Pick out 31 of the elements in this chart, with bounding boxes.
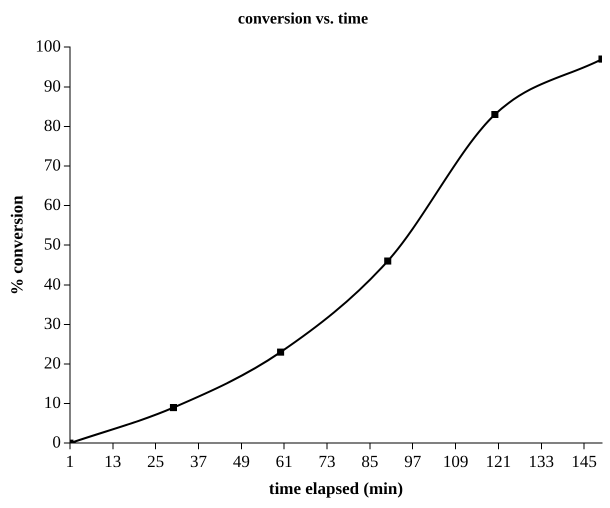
y-tick-label: 70 xyxy=(44,155,61,174)
y-tick-label: 10 xyxy=(44,393,61,412)
point xyxy=(384,258,392,265)
x-tick-label: 37 xyxy=(190,452,208,471)
y-tick-label: 90 xyxy=(44,76,61,96)
y-tick-label: 30 xyxy=(44,314,61,333)
x-axis-title: time elapsed (min) xyxy=(268,479,403,498)
point xyxy=(170,404,177,412)
x-tick-label: 1 xyxy=(66,452,74,471)
y-tick-label: 50 xyxy=(44,234,61,254)
x-tick-label: 97 xyxy=(404,452,422,471)
y-tick-label: 100 xyxy=(35,36,61,56)
x-tick-label: 133 xyxy=(528,452,554,471)
y-axis-title: % conversion xyxy=(8,194,27,296)
x-tick-label: 145 xyxy=(571,452,597,471)
y-tick-label: 60 xyxy=(44,195,61,214)
y-tick-label: 40 xyxy=(44,274,61,294)
x-tick-label: 13 xyxy=(104,452,122,471)
y-tick-label: 0 xyxy=(52,432,61,452)
x-tick-label: 121 xyxy=(486,452,512,471)
x-tick-label: 61 xyxy=(276,452,293,471)
y-tick-label: 20 xyxy=(44,353,61,372)
chart-title: conversion vs. time xyxy=(238,10,368,28)
x-tick-label: 85 xyxy=(361,452,378,471)
x-tick-label: 109 xyxy=(442,452,468,471)
y-tick-label: 80 xyxy=(44,116,61,135)
x-tick-label: 73 xyxy=(318,452,336,471)
point xyxy=(491,110,498,118)
point xyxy=(277,348,284,356)
x-tick-label: 25 xyxy=(147,452,164,471)
x-tick-label: 49 xyxy=(232,452,250,471)
